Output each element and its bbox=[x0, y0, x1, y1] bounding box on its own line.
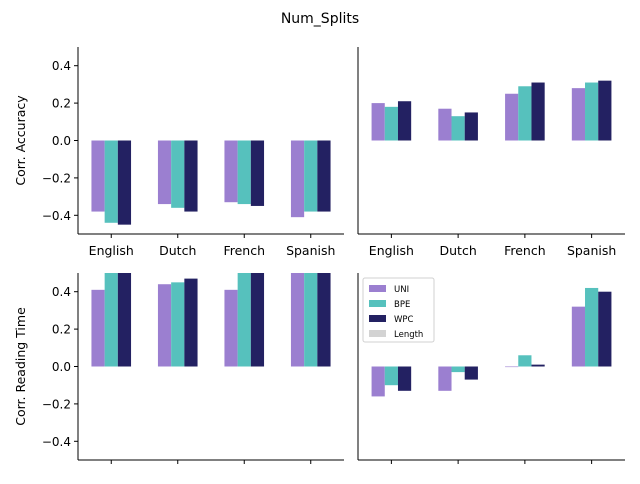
bar-uni-spanish bbox=[571, 306, 586, 367]
x-tick-label: Dutch bbox=[440, 243, 477, 258]
bar-bpe-french bbox=[237, 140, 251, 205]
bar-uni-spanish bbox=[571, 88, 586, 141]
bar-bpe-french bbox=[518, 86, 532, 141]
x-tick-label: Spanish bbox=[286, 243, 335, 258]
bar-uni-english bbox=[91, 140, 105, 212]
bar-wpc-english bbox=[117, 140, 132, 225]
bar-bpe-dutch bbox=[451, 366, 465, 373]
bar-wpc-spanish bbox=[317, 273, 331, 367]
bar-uni-french bbox=[224, 289, 238, 367]
x-tick-label: Dutch bbox=[159, 243, 196, 258]
bar-wpc-french bbox=[531, 364, 545, 367]
bar-uni-dutch bbox=[438, 366, 452, 391]
legend-label-bpe: BPE bbox=[394, 300, 410, 310]
y-tick-label: −0.4 bbox=[42, 209, 71, 223]
x-tick-label: French bbox=[504, 243, 546, 258]
y-axis-label: Corr. Accuracy bbox=[13, 95, 28, 186]
bar-wpc-dutch bbox=[464, 366, 478, 380]
bar-wpc-spanish bbox=[598, 80, 612, 141]
y-tick-label: 0.0 bbox=[52, 360, 71, 374]
bar-bpe-english bbox=[384, 366, 398, 386]
bar-bpe-english bbox=[384, 106, 398, 141]
y-axis-label: Corr. Reading Time bbox=[13, 307, 28, 426]
bars-group bbox=[371, 287, 612, 397]
bar-uni-french bbox=[224, 140, 238, 203]
x-tick-label: English bbox=[369, 243, 414, 258]
bar-wpc-french bbox=[250, 140, 265, 206]
bar-uni-english bbox=[371, 103, 385, 141]
bar-wpc-french bbox=[531, 82, 545, 141]
y-tick-label: 0.4 bbox=[52, 59, 71, 73]
bar-uni-dutch bbox=[438, 108, 452, 141]
legend-swatch-wpc bbox=[369, 315, 386, 322]
bar-uni-french bbox=[505, 366, 519, 368]
bar-bpe-english bbox=[104, 140, 118, 223]
bar-bpe-spanish bbox=[304, 273, 318, 367]
legend-label-uni: UNI bbox=[394, 285, 409, 295]
bar-wpc-english bbox=[397, 101, 412, 141]
y-tick-label: 0.0 bbox=[52, 134, 71, 148]
bars-group bbox=[91, 273, 331, 367]
x-tick-label: English bbox=[89, 243, 134, 258]
legend-label-wpc: WPC bbox=[394, 315, 414, 325]
y-tick-label: 0.2 bbox=[52, 97, 71, 111]
bar-bpe-dutch bbox=[171, 140, 185, 208]
legend-swatch-bpe bbox=[369, 300, 386, 307]
y-tick-label: −0.2 bbox=[42, 397, 71, 411]
bar-wpc-spanish bbox=[598, 291, 612, 367]
panel-top-right: English Dutch French Spanish bbox=[357, 47, 625, 258]
bar-bpe-french bbox=[518, 355, 532, 367]
bar-wpc-dutch bbox=[184, 140, 198, 212]
x-tick-label: French bbox=[223, 243, 265, 258]
bar-uni-french bbox=[505, 93, 519, 141]
bar-bpe-spanish bbox=[585, 82, 599, 141]
panel-bottom-left: −0.4 −0.2 0.0 0.2 0.4 Corr. Reading Time bbox=[13, 273, 344, 464]
legend-frame bbox=[362, 277, 435, 343]
bar-bpe-spanish bbox=[585, 287, 599, 367]
legend-swatch-uni bbox=[369, 285, 386, 292]
bar-bpe-dutch bbox=[451, 116, 465, 141]
legend: UNI BPE WPC Length bbox=[362, 277, 435, 343]
bar-uni-spanish bbox=[290, 273, 305, 367]
bar-bpe-french bbox=[237, 273, 251, 367]
panel-bottom-right: UNI BPE WPC Length bbox=[357, 273, 625, 464]
bar-wpc-dutch bbox=[184, 278, 198, 367]
bar-bpe-dutch bbox=[171, 282, 185, 367]
bar-wpc-english bbox=[397, 366, 412, 391]
bar-uni-english bbox=[91, 289, 105, 367]
panel-top-left: English Dutch French Spanish −0.4 −0.2 0.0 0.2 0… bbox=[13, 47, 344, 258]
bar-wpc-dutch bbox=[464, 112, 478, 141]
x-tick-label: Spanish bbox=[567, 243, 616, 258]
legend-swatch-length bbox=[369, 330, 386, 337]
bar-bpe-english bbox=[104, 273, 118, 367]
figure-title: Num_Splits bbox=[281, 11, 359, 27]
y-tick-label: 0.2 bbox=[52, 323, 71, 337]
bar-uni-spanish bbox=[290, 140, 305, 218]
bars-group bbox=[371, 80, 612, 141]
y-tick-label: 0.4 bbox=[52, 285, 71, 299]
bar-wpc-spanish bbox=[317, 140, 331, 212]
bar-uni-english bbox=[371, 366, 385, 397]
y-tick-label: −0.2 bbox=[42, 171, 71, 185]
bar-wpc-english bbox=[117, 273, 132, 367]
bars-group bbox=[91, 140, 331, 225]
y-tick-label: −0.4 bbox=[42, 435, 71, 449]
bar-uni-dutch bbox=[157, 140, 172, 205]
bar-uni-dutch bbox=[157, 284, 172, 367]
bar-wpc-french bbox=[250, 273, 265, 367]
bar-bpe-spanish bbox=[304, 140, 318, 212]
legend-label-length: Length bbox=[394, 330, 423, 340]
